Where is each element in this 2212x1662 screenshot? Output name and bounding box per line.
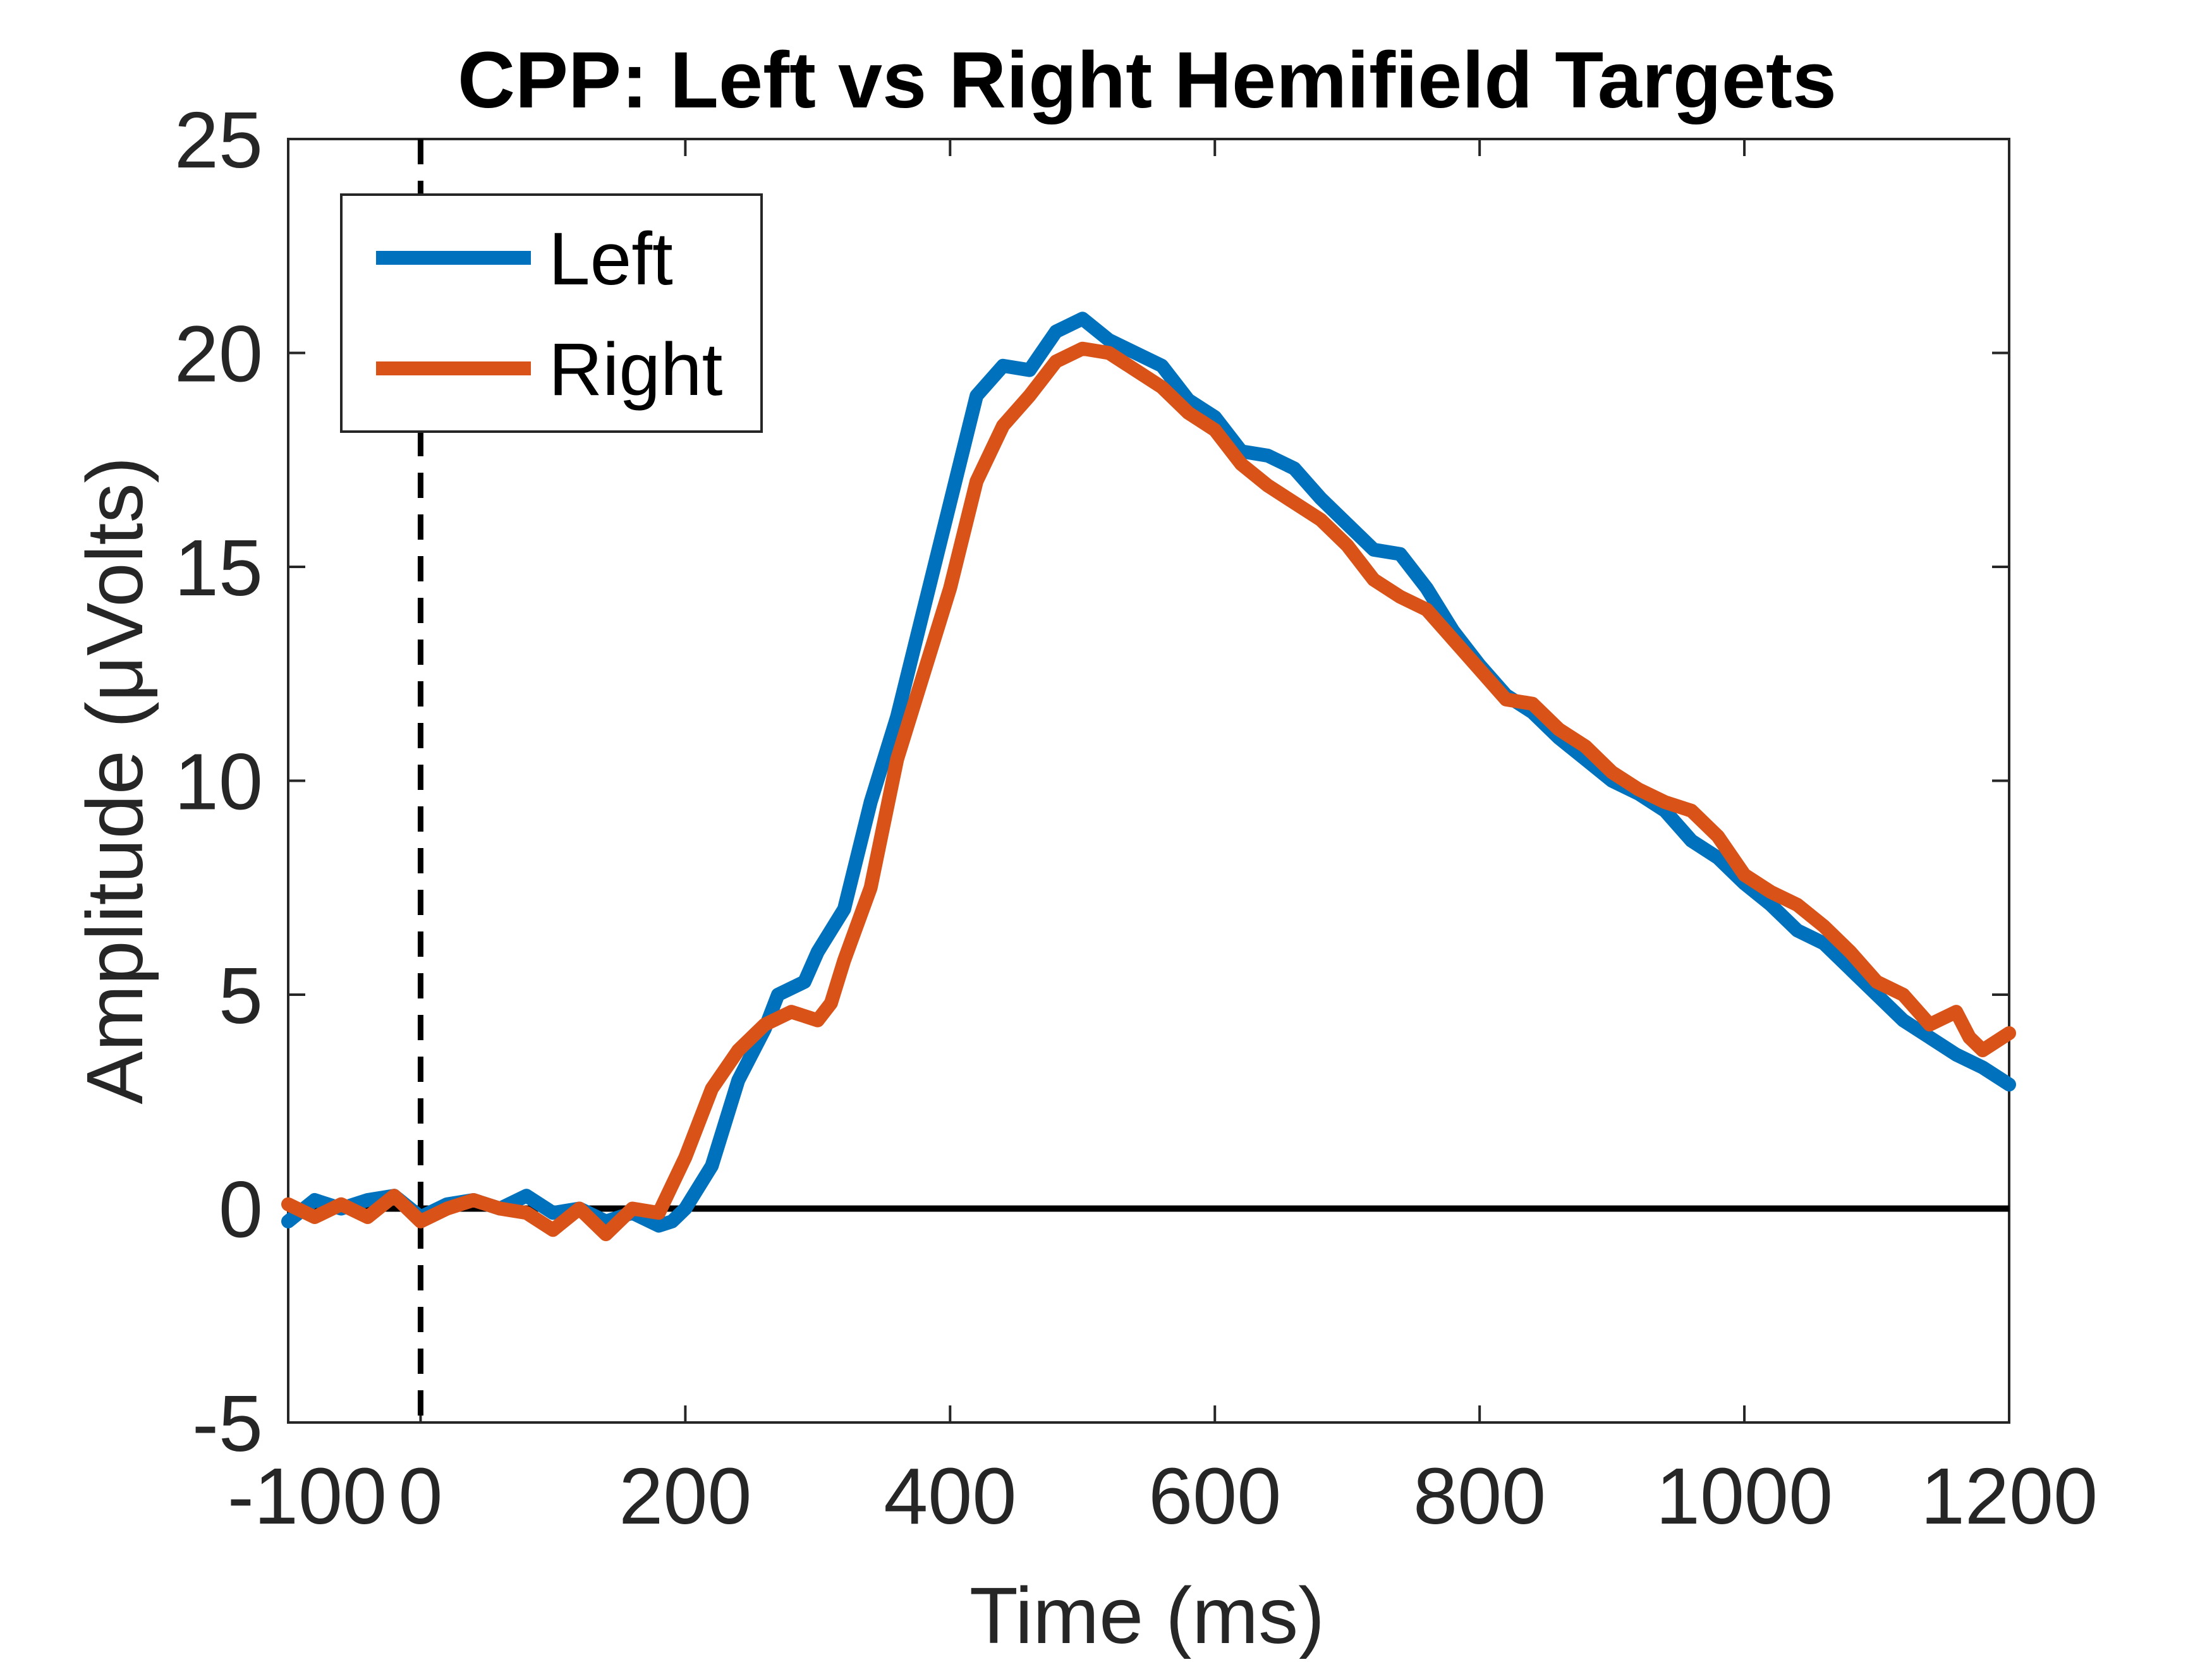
legend-label-left: Left bbox=[549, 217, 673, 301]
legend-box bbox=[340, 193, 763, 433]
x-axis-label: Time (ms) bbox=[969, 1571, 1325, 1659]
chart-title: CPP: Left vs Right Hemifield Targets bbox=[458, 35, 1837, 124]
x-axis-ticks: -100 0 200 400 600 800 1000 1200 bbox=[228, 139, 2098, 1541]
y-tick-label: 5 bbox=[219, 951, 263, 1040]
x-tick-label: 600 bbox=[1148, 1452, 1281, 1541]
y-axis-ticks: -5 0 5 10 15 20 25 bbox=[174, 95, 2009, 1468]
y-tick-label: -5 bbox=[192, 1379, 263, 1468]
x-tick-label: 800 bbox=[1413, 1452, 1546, 1541]
y-tick-label: 25 bbox=[174, 95, 263, 185]
x-tick-label: 1000 bbox=[1656, 1452, 1833, 1541]
y-tick-label: 20 bbox=[174, 310, 263, 399]
series-layer bbox=[281, 312, 2016, 1242]
y-tick-label: 15 bbox=[174, 523, 263, 612]
legend: Left Right bbox=[340, 193, 763, 433]
x-tick-label: 1200 bbox=[1921, 1452, 2098, 1541]
legend-label-right: Right bbox=[549, 328, 722, 411]
x-tick-label: 200 bbox=[619, 1452, 751, 1541]
x-tick-label: 0 bbox=[398, 1452, 442, 1541]
series-line-right bbox=[281, 341, 2016, 1242]
x-tick-label: 400 bbox=[884, 1452, 1016, 1541]
y-axis-label: Amplitude (μVolts) bbox=[70, 457, 159, 1105]
y-tick-label: 0 bbox=[219, 1165, 263, 1254]
x-tick-label: -100 bbox=[228, 1452, 387, 1541]
y-tick-label: 10 bbox=[174, 737, 263, 827]
